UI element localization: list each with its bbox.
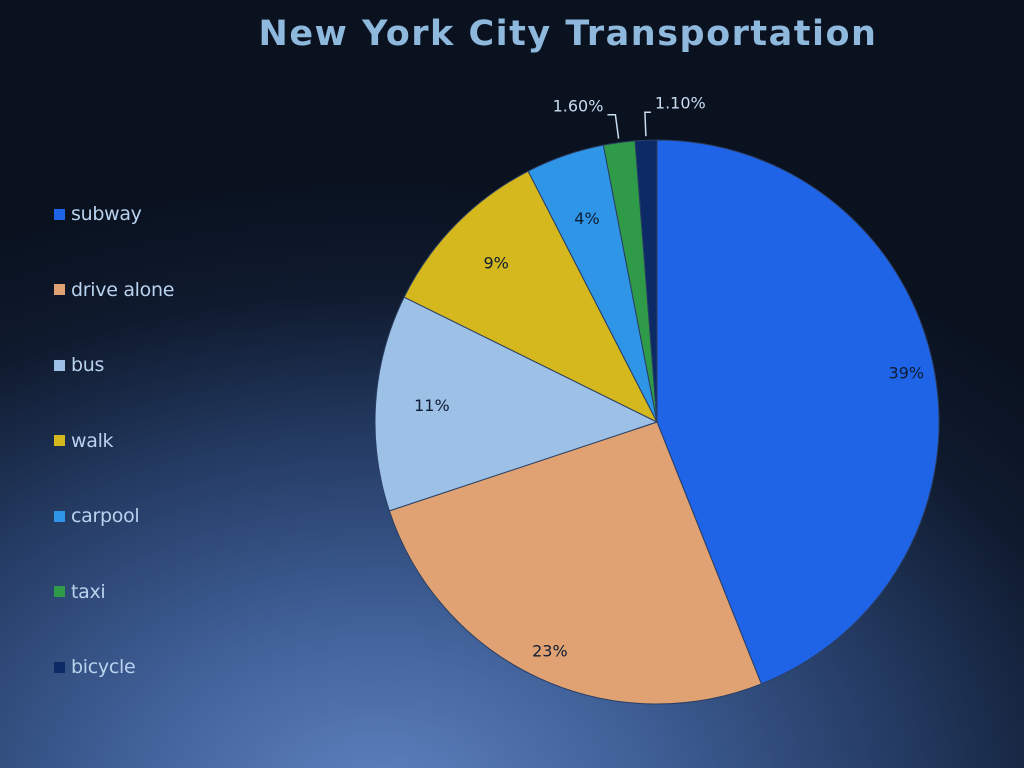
data-labels: 39% 23% 11% 9% 4% 1.60% 1.10% bbox=[414, 94, 924, 661]
pie-slice-subway bbox=[656, 139, 940, 685]
legend-item-bicycle: bicycle bbox=[54, 653, 136, 681]
legend-swatch bbox=[54, 208, 65, 220]
legend-swatch bbox=[54, 284, 65, 295]
data-label-walk: 9% bbox=[484, 253, 509, 272]
legend-label: bus bbox=[71, 354, 105, 376]
data-label-bus: 11% bbox=[414, 396, 450, 415]
legend-item-walk: walk bbox=[54, 427, 114, 455]
legend-swatch bbox=[54, 359, 65, 371]
data-label-bicycle: 1.10% bbox=[655, 94, 706, 113]
legend-label: subway bbox=[71, 203, 142, 225]
legend-swatch bbox=[54, 586, 65, 597]
pie-slices bbox=[374, 139, 940, 705]
leader-lines bbox=[607, 111, 651, 139]
data-label-taxi: 1.60% bbox=[553, 96, 604, 115]
pie-slice-walk bbox=[403, 170, 659, 424]
legend-item-subway: subway bbox=[54, 200, 142, 228]
chart-title: New York City Transportation bbox=[258, 14, 878, 54]
data-label-drive-alone: 23% bbox=[532, 642, 568, 661]
data-label-carpool: 4% bbox=[574, 209, 599, 228]
legend-swatch bbox=[54, 510, 65, 522]
legend-label: bicycle bbox=[71, 656, 136, 678]
legend-label: drive alone bbox=[71, 278, 175, 301]
legend-item-drive-alone: drive alone bbox=[54, 276, 174, 304]
legend-swatch bbox=[54, 435, 65, 446]
legend-label: carpool bbox=[71, 505, 140, 527]
pie-slice-bus bbox=[374, 296, 659, 512]
legend-item-taxi: taxi bbox=[54, 578, 106, 606]
legend-item-bus: bus bbox=[54, 351, 104, 379]
legend-label: taxi bbox=[71, 580, 106, 603]
legend-label: walk bbox=[71, 429, 114, 452]
legend-item-carpool: carpool bbox=[54, 502, 140, 530]
legend-swatch bbox=[54, 661, 65, 673]
pie-slice-bicycle bbox=[634, 139, 658, 423]
data-label-subway: 39% bbox=[889, 364, 925, 383]
leader-line-taxi bbox=[607, 114, 620, 139]
leader-line-bicycle bbox=[644, 111, 651, 137]
pie-slice-drive-alone bbox=[388, 421, 762, 705]
